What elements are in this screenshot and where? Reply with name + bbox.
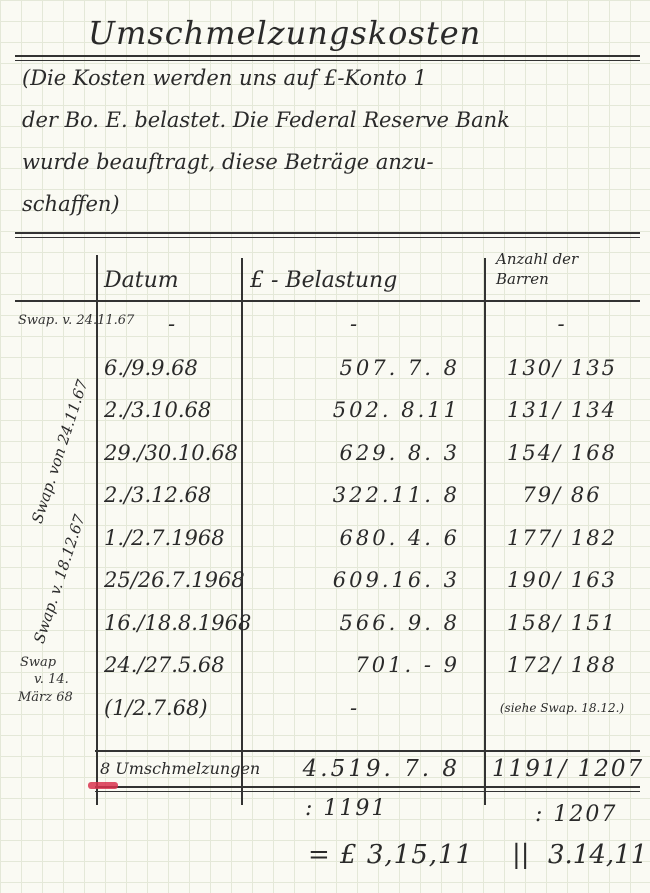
row-amount: 680. 4. 6 [339,526,460,550]
note-line: (Die Kosten werden uns auf £-Konto 1 [22,66,427,90]
column-divider [484,258,486,805]
divisor: : 1207 [535,802,618,827]
row-bars: 154/ 168 [507,441,617,465]
row-date: 29./30.10.68 [104,441,238,465]
note-line: wurde beauftragt, diese Beträge anzu- [22,150,434,174]
row-date: (1/2.7.68) [104,696,208,720]
row-amount: 502. 8.11 [332,398,460,422]
row-date: 2./3.10.68 [104,398,212,422]
header-amount: £ - Belastung [250,268,398,293]
row-amount: 507. 7. 8 [339,356,460,380]
margin-note: Swap. v. 24.11.67 [18,313,135,328]
title-underline [15,55,640,57]
row-amount: - [349,696,361,720]
header-divider [15,300,640,302]
total-underline [95,786,640,788]
row-bars: (siehe Swap. 18.12.) [499,701,625,715]
margin-note: Swap. von 24.11.67 [28,377,92,526]
row-amount: 322.11. 8 [332,483,460,507]
note-line: der Bo. E. belastet. Die Federal Reserve… [22,108,510,132]
row-bars: 190/ 163 [507,568,617,592]
separator: || [512,840,530,870]
total-label: 8 Umschmelzungen [100,759,261,778]
row-amount: 701. - 9 [355,653,460,677]
row-date: 25/26.7.1968 [104,568,245,592]
margin-note: v. 14. [34,672,69,687]
row-amount: 566. 9. 8 [339,611,460,635]
row-amount: - [349,312,361,336]
total-amount: 4.519. 7. 8 [302,756,460,782]
row-bars: 130/ 135 [507,356,617,380]
row-bars: 177/ 182 [507,526,617,550]
header-bars: Barren [496,270,549,288]
page-title: Umschmelzungskosten [88,14,482,52]
column-divider [96,255,98,805]
total-underline [95,791,640,792]
section-divider [15,232,640,234]
title-underline [15,60,640,61]
margin-note: März 68 [18,690,73,705]
note-line: schaffen) [22,192,120,216]
row-date: 1./2.7.1968 [104,526,225,550]
row-bars: 79/ 86 [522,483,602,507]
row-date: 24./27.5.68 [104,653,225,677]
margin-note: Swap [20,655,57,670]
total-bars: 1191/ 1207 [492,756,645,782]
header-date: Datum [104,268,179,293]
red-marker [88,782,118,789]
margin-note: Swap. v. 18.12.67 [30,512,89,646]
row-amount: 629. 8. 3 [339,441,460,465]
column-divider [241,258,243,805]
row-date: 16./18.8.1968 [104,611,252,635]
header-bars: Anzahl der [496,250,579,268]
row-bars: 172/ 188 [507,653,617,677]
result: = £ 3,15,11 [308,840,474,870]
row-date: 6./9.9.68 [104,356,198,380]
row-bars: 158/ 151 [507,611,617,635]
row-date: 2./3.12.68 [104,483,212,507]
row-amount: 609.16. 3 [332,568,460,592]
row-bars: 131/ 134 [507,398,617,422]
row-bars: - [557,312,567,336]
result: 3.14,11 [548,840,648,870]
section-divider [15,237,640,238]
row-date: - [167,312,176,336]
total-divider [95,750,640,752]
divisor: : 1191 [305,796,388,821]
